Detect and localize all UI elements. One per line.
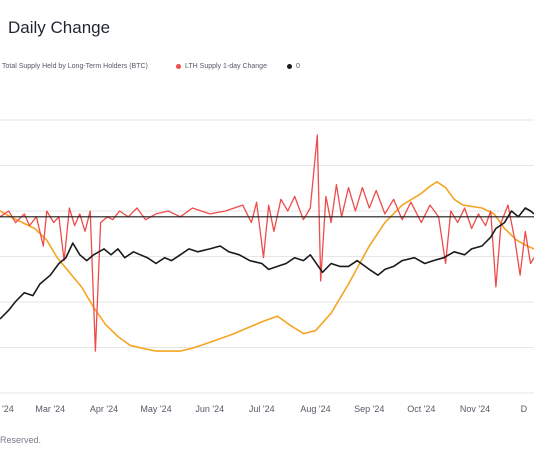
legend-item-zero[interactable]: 0 <box>287 63 300 70</box>
x-tick-label: Apr '24 <box>90 404 118 414</box>
x-tick-label: Jun '24 <box>195 404 224 414</box>
footer-copyright: Reserved. <box>0 435 42 445</box>
page-title: Daily Change <box>8 18 111 37</box>
x-tick-label: Jul '24 <box>249 404 275 414</box>
series-line-supply <box>0 181 534 352</box>
legend-item-supply[interactable]: Total Supply Held by Long-Term Holders (… <box>2 63 148 70</box>
x-tick-label: D <box>521 404 528 414</box>
legend-item-change[interactable]: LTH Supply 1-day Change <box>176 63 267 70</box>
x-tick-label: May '24 <box>140 404 171 414</box>
legend-dot-zero <box>287 64 292 69</box>
x-tick-label: Aug '24 <box>300 404 330 414</box>
series-line-btc_price <box>0 207 534 320</box>
legend-dot-change <box>176 64 181 69</box>
chart: '24 Mar '24 Apr '24 May '24 Jun '24 Jul '24 Au… <box>0 119 534 414</box>
legend-label-change: LTH Supply 1-day Change <box>185 63 267 70</box>
x-tick-label: Oct '24 <box>407 404 435 414</box>
series-line-change <box>0 134 534 352</box>
x-tick-label: Sep '24 <box>354 404 384 414</box>
x-tick-label: Mar '24 <box>35 404 65 414</box>
x-tick-label: Nov '24 <box>460 404 490 414</box>
x-tick-label: '24 <box>2 404 14 414</box>
legend-label-zero: 0 <box>296 63 300 70</box>
legend-label-supply: Total Supply Held by Long-Term Holders (… <box>2 63 148 70</box>
